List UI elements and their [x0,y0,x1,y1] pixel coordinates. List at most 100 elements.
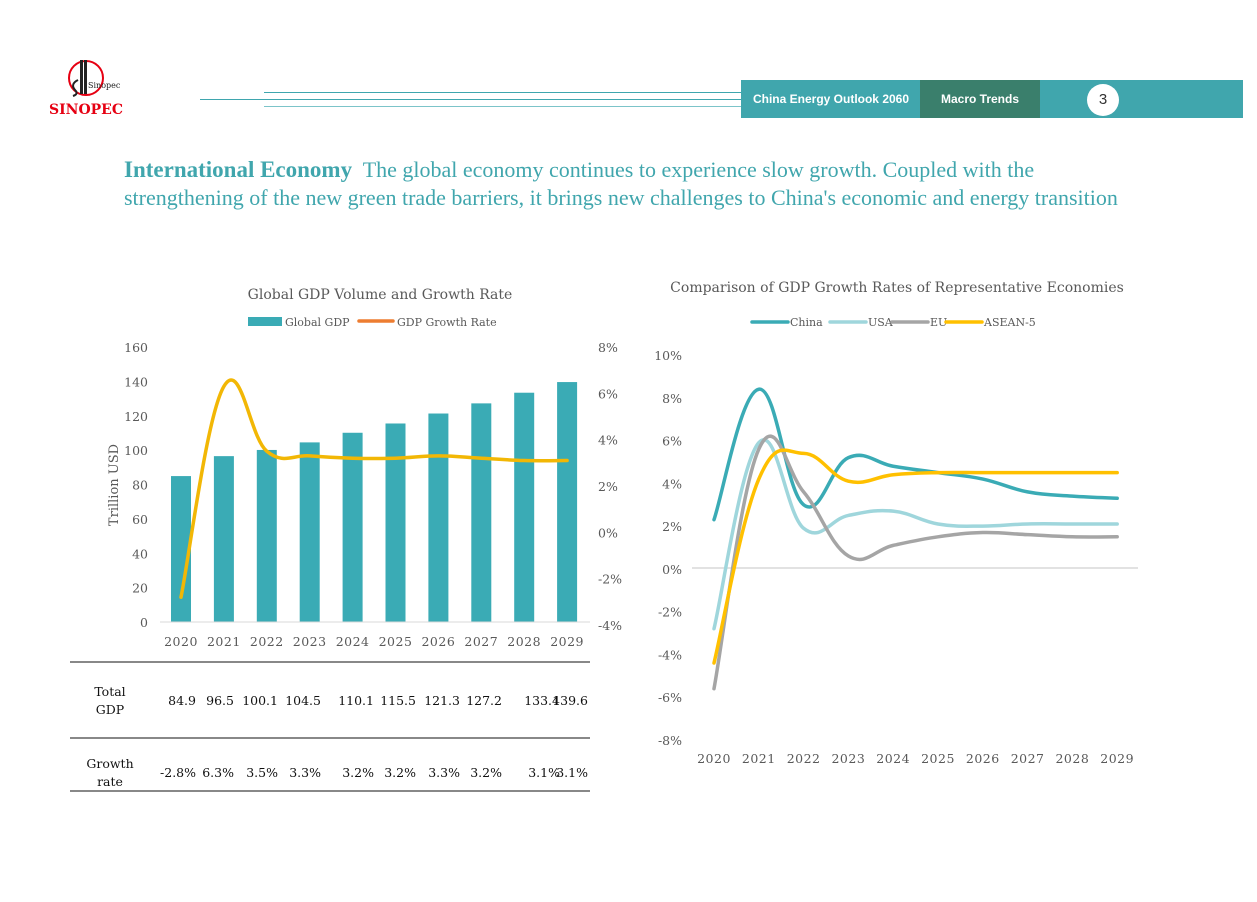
y-tick-label: -6% [658,690,682,705]
x-tick-label: 2029 [1100,751,1134,766]
gdp-bar [213,456,234,622]
table-cell: 110.1 [338,693,374,708]
table-rule-bottom [70,790,590,792]
y-tick-label: 6% [662,434,682,449]
x-tick-label: 2027 [464,634,498,649]
table-cell: 115.5 [380,693,416,708]
gdp-bar [557,382,578,622]
table-cell: 3.2% [470,765,502,780]
y-tick-label: 140 [124,374,148,389]
x-tick-label: 2026 [966,751,1000,766]
page-number-badge: 3 [1087,84,1119,116]
x-tick-label: 2020 [697,751,731,766]
logo-mark-text: Sinopec [88,81,121,90]
table-cell: 3.3% [428,765,460,780]
gdp-bar [256,449,277,622]
banner-title: China Energy Outlook 2060 [752,92,910,106]
x-tick-label: 2025 [379,634,413,649]
chart-legend: China USA EU ASEAN-5 [750,316,1036,329]
series-line-china [712,387,1119,522]
x-tick-label: 2028 [1055,751,1089,766]
table-cell: 104.5 [285,693,321,708]
table-cell: -2.8% [160,765,196,780]
y-tick-label: 160 [124,340,148,355]
gdp-bar [514,392,535,622]
y-tick-label: 2% [662,519,682,534]
legend-label-asean-5: ASEAN-5 [983,316,1036,329]
table-cell: 100.1 [242,693,278,708]
gdp-bar [342,432,363,622]
sinopec-emblem-icon: Sinopec SINOPEC [49,60,123,118]
x-tick-label: 2029 [550,634,584,649]
legend-swatch-global-gdp [248,317,282,326]
growth-rate-line [179,378,569,599]
header-rule-top [264,92,741,93]
x-tick-label: 2024 [876,751,910,766]
table-cell: 3.2% [384,765,416,780]
y2-tick-label: 4% [598,433,618,448]
y-tick-label: 40 [132,546,148,561]
x-tick-label: 2028 [507,634,541,649]
table-row-header: Total GDP [94,684,126,717]
y-tick-label: 8% [662,391,682,406]
y-tick-label: 10% [654,348,682,363]
y-tick-label: 60 [132,512,148,527]
banner-section-label: Macro Trends [920,80,1040,118]
table-row-header: Growth rate [86,756,134,789]
table-rule-middle [70,737,590,739]
y-tick-label: -4% [658,647,682,662]
table-cell: 139.6 [552,693,588,708]
table-cell: 3.3% [289,765,321,780]
y2-tick-label: 6% [598,386,618,401]
table-cell: 3.2% [342,765,374,780]
table-cell: 96.5 [206,693,234,708]
legend-label-china: China [790,316,823,329]
series-line-usa [712,438,1119,631]
headline-lead: International Economy [124,157,353,182]
legend-label-global-gdp: Global GDP [285,316,350,329]
table-cell: 127.2 [466,693,502,708]
gdp-bar [471,403,492,622]
x-tick-label: 2025 [921,751,955,766]
y-tick-label: 100 [124,443,148,458]
series-line-eu [712,434,1119,691]
global-gdp-chart: Global GDP Volume and Growth Rate Global… [107,287,622,649]
table-cell: 3.1% [528,765,560,780]
y-axis-label: Trillion USD [107,444,122,526]
x-tick-label: 2021 [207,634,241,649]
gdp-bar [428,413,449,622]
x-tick-label: 2023 [293,634,327,649]
header-rule-middle [200,99,741,100]
series-line-asean-5 [712,448,1119,665]
header-rule-bottom [264,106,741,107]
table-rule-top [70,661,590,663]
table-cell: 3.5% [246,765,278,780]
growth-comparison-chart: Comparison of GDP Growth Rates of Repres… [654,280,1138,766]
y-tick-label: 0 [140,615,148,630]
y-tick-label: 80 [132,478,148,493]
headline: International Economy The global economy… [124,156,1134,212]
chart-title: Comparison of GDP Growth Rates of Repres… [670,280,1124,296]
y-tick-label: 4% [662,476,682,491]
table-cell: 84.9 [168,693,196,708]
headline-body: The global economy continues to experien… [124,157,1118,210]
y2-tick-label: 0% [598,525,618,540]
gdp-bar [299,442,320,622]
legend-label-eu: EU [930,316,947,329]
gdp-bar [385,423,406,622]
x-tick-label: 2026 [421,634,455,649]
y-tick-label: -8% [658,733,682,748]
y2-tick-label: 8% [598,340,618,355]
y2-tick-label: -2% [598,572,622,587]
x-tick-label: 2023 [831,751,865,766]
x-tick-label: 2020 [164,634,198,649]
y-tick-label: 20 [132,581,148,596]
chart-title: Global GDP Volume and Growth Rate [248,287,513,303]
x-tick-label: 2021 [742,751,776,766]
y2-tick-label: -4% [598,618,622,633]
y-tick-label: 120 [124,409,148,424]
y-tick-label: 0% [662,562,682,577]
legend-label-usa: USA [868,316,894,329]
legend-label-growth-rate: GDP Growth Rate [397,316,497,329]
x-tick-label: 2024 [336,634,370,649]
